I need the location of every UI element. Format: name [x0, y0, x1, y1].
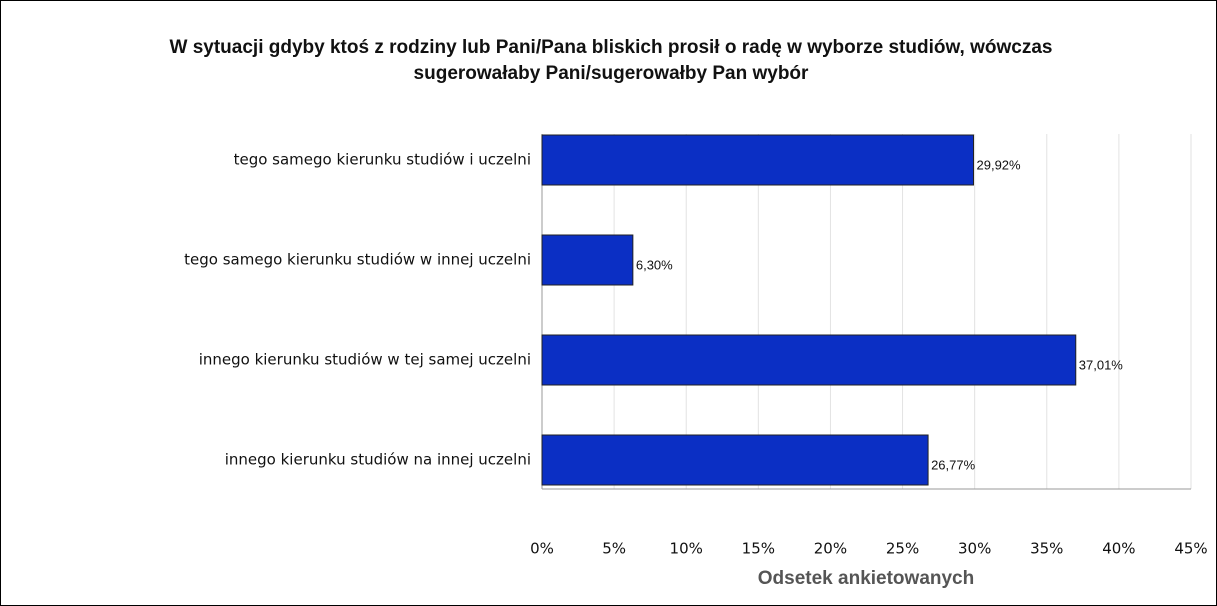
bar: [541, 234, 634, 286]
y-tick-label: tego samego kierunku studiów w innej ucz…: [184, 251, 531, 269]
y-tick-label: innego kierunku studiów na innej uczelni: [225, 451, 531, 469]
x-tick-label: 0%: [530, 540, 554, 558]
x-tick-label: 45%: [1174, 540, 1207, 558]
data-label: 6,30%: [636, 257, 673, 272]
bar: [541, 134, 975, 186]
data-label: 26,77%: [931, 457, 976, 472]
x-tick-label: 15%: [742, 540, 775, 558]
x-tick-label: 20%: [814, 540, 847, 558]
x-tick-label: 35%: [1030, 540, 1063, 558]
data-label: 37,01%: [1079, 357, 1124, 372]
chart-title: W sytuacji gdyby ktoś z rodziny lub Pani…: [169, 37, 1053, 84]
bar: [541, 434, 929, 486]
bar: [541, 334, 1077, 386]
x-tick-label: 5%: [602, 540, 626, 558]
y-tick-label: tego samego kierunku studiów i uczelni: [234, 151, 531, 169]
data-label: 29,92%: [977, 157, 1022, 172]
x-tick-label: 30%: [958, 540, 991, 558]
x-tick-label: 40%: [1102, 540, 1135, 558]
x-axis-label: Odsetek ankietowanych: [758, 568, 974, 589]
x-tick-label: 25%: [886, 540, 919, 558]
x-tick-label: 10%: [670, 540, 703, 558]
plot-background: [542, 134, 1191, 489]
y-tick-label: innego kierunku studiów w tej samej ucze…: [199, 351, 531, 369]
